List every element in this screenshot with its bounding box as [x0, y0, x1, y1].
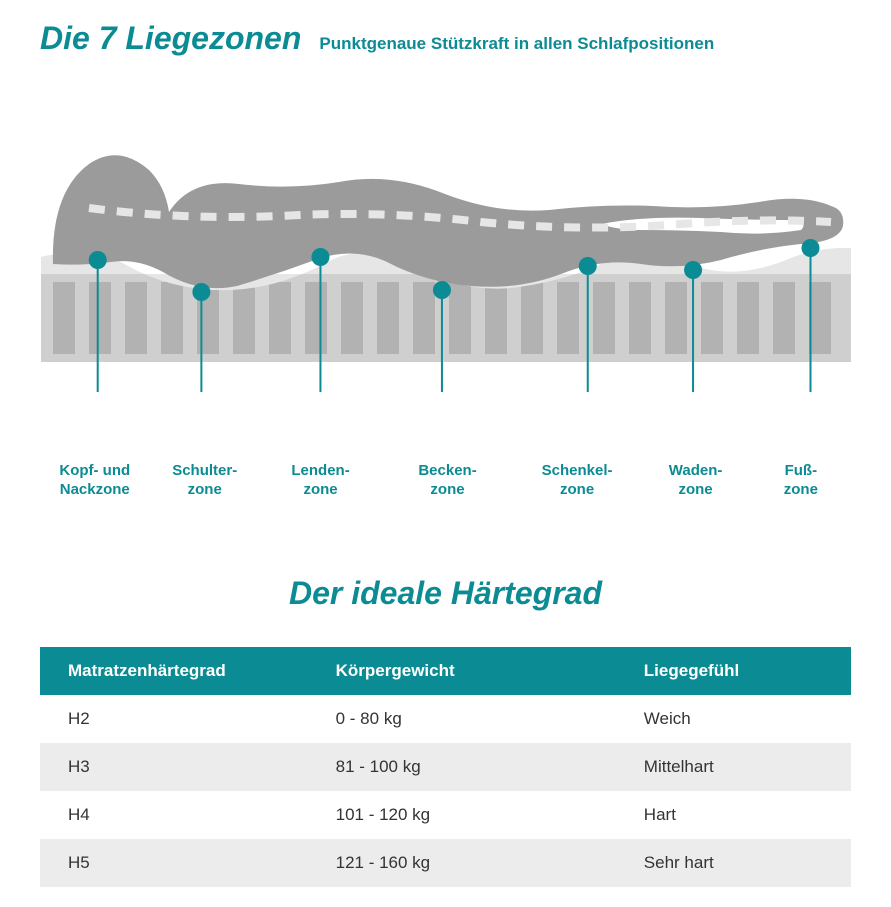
mattress-slat [89, 282, 111, 354]
zone-pin-dot [192, 283, 210, 301]
mattress-slat [161, 282, 183, 354]
zone-label-line2: zone [149, 481, 260, 500]
zone-label-line2: Nackzone [41, 481, 150, 500]
header: Die 7 Liegezonen Punktgenaue Stützkraft … [40, 20, 851, 57]
zone-pin-dot [684, 261, 702, 279]
zone-pin-dot [578, 257, 596, 275]
mattress-slat [53, 282, 75, 354]
zone-label-line2: zone [381, 481, 515, 500]
mattress-slat [413, 282, 435, 354]
zone-label: Fuß-zone [751, 462, 850, 500]
table-cell: Mittelhart [616, 743, 851, 791]
zone-pin-dot [432, 281, 450, 299]
zone-label-line1: Kopf- und [41, 462, 150, 481]
zone-label-line1: Schenkel- [514, 462, 640, 481]
zone-label-line1: Fuß- [751, 462, 850, 481]
zone-pin-dot [801, 239, 819, 257]
zone-label: Kopf- undNackzone [41, 462, 150, 500]
mattress-slat [557, 282, 579, 354]
table-header-row: MatratzenhärtegradKörpergewichtLiegegefü… [40, 647, 851, 695]
table-cell: Weich [616, 695, 851, 743]
mattress-slat [773, 282, 795, 354]
zones-diagram [41, 92, 851, 392]
main-title: Die 7 Liegezonen [40, 20, 301, 57]
zone-label: Schenkel-zone [514, 462, 640, 500]
mattress-slat [629, 282, 651, 354]
subtitle: Punktgenaue Stützkraft in allen Schlafpo… [319, 34, 714, 54]
mattress-slat [377, 282, 399, 354]
zone-label-line1: Lenden- [260, 462, 380, 481]
mattress-slat [665, 282, 687, 354]
table-cell: H4 [40, 791, 308, 839]
table-header-cell: Liegegefühl [616, 647, 851, 695]
table-cell: H2 [40, 695, 308, 743]
zone-label-line1: Waden- [640, 462, 751, 481]
table-header-cell: Körpergewicht [308, 647, 616, 695]
table-cell: H3 [40, 743, 308, 791]
mattress-slat [521, 282, 543, 354]
mattress-slat [341, 282, 363, 354]
zone-label: Schulter-zone [149, 462, 260, 500]
hardness-table: MatratzenhärtegradKörpergewichtLiegegefü… [40, 647, 851, 887]
zone-label: Lenden-zone [260, 462, 380, 500]
mattress-slat [125, 282, 147, 354]
mattress-slat [449, 282, 471, 354]
zone-label-line2: zone [640, 481, 751, 500]
table-header-cell: Matratzenhärtegrad [40, 647, 308, 695]
table-row: H4101 - 120 kgHart [40, 791, 851, 839]
table-row: H20 - 80 kgWeich [40, 695, 851, 743]
table-body: H20 - 80 kgWeichH381 - 100 kgMittelhartH… [40, 695, 851, 887]
mattress-slat [485, 282, 507, 354]
table-row: H381 - 100 kgMittelhart [40, 743, 851, 791]
table-cell: 121 - 160 kg [308, 839, 616, 887]
section2-title: Der ideale Härtegrad [40, 575, 851, 612]
table-cell: H5 [40, 839, 308, 887]
zone-labels-row: Kopf- undNackzoneSchulter-zoneLenden-zon… [41, 462, 851, 500]
mattress-slat [233, 282, 255, 354]
table-row: H5121 - 160 kgSehr hart [40, 839, 851, 887]
zone-label-line2: zone [260, 481, 380, 500]
zone-pin-dot [88, 251, 106, 269]
zone-label-line2: zone [514, 481, 640, 500]
table-cell: 81 - 100 kg [308, 743, 616, 791]
mattress-slat [269, 282, 291, 354]
zone-pin-dot [311, 248, 329, 266]
zone-label-line1: Becken- [381, 462, 515, 481]
table-cell: Hart [616, 791, 851, 839]
mattress-slat [701, 282, 723, 354]
zone-label: Waden-zone [640, 462, 751, 500]
zone-label-line1: Schulter- [149, 462, 260, 481]
table-cell: 0 - 80 kg [308, 695, 616, 743]
mattress-slat [305, 282, 327, 354]
table-cell: Sehr hart [616, 839, 851, 887]
diagram-svg [41, 92, 851, 392]
zone-label: Becken-zone [381, 462, 515, 500]
zone-label-line2: zone [751, 481, 850, 500]
mattress-slat [593, 282, 615, 354]
mattress-slat [737, 282, 759, 354]
table-cell: 101 - 120 kg [308, 791, 616, 839]
mattress-slat [809, 282, 831, 354]
